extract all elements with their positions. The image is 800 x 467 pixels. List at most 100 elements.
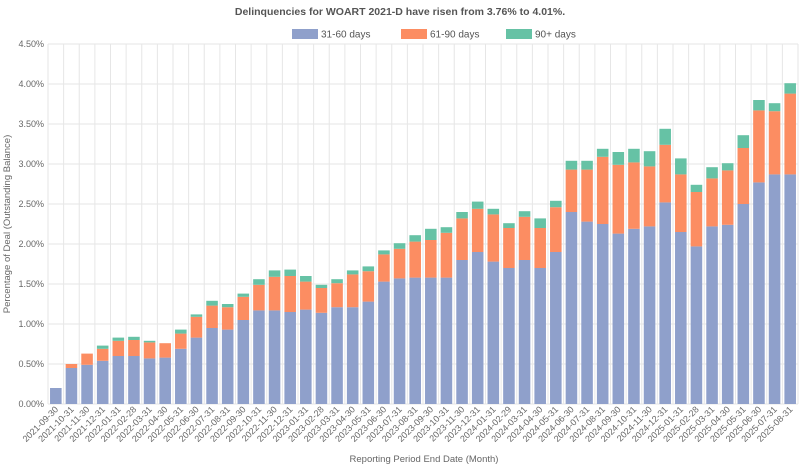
bar-90-days-2024-04-30[interactable] xyxy=(534,218,546,228)
bar-61-90-days-2024-03-31[interactable] xyxy=(518,216,531,260)
bar-31-60-days-2022-11-30[interactable] xyxy=(268,310,281,404)
bar-31-60-days-2025-08-31[interactable] xyxy=(784,174,796,404)
bar-90-days-2022-06-30[interactable] xyxy=(190,314,203,317)
bar-31-60-days-2024-10-31[interactable] xyxy=(628,228,640,404)
bar-90-days-2022-01-31[interactable] xyxy=(112,337,125,341)
bar-90-days-2022-11-30[interactable] xyxy=(268,270,281,277)
bar-61-90-days-2024-06-30[interactable] xyxy=(565,169,578,212)
bar-90-days-2025-05-31[interactable] xyxy=(737,135,750,148)
bar-61-90-days-2023-12-31[interactable] xyxy=(471,208,484,252)
bar-31-60-days-2022-02-28[interactable] xyxy=(128,356,140,404)
bar-61-90-days-2022-02-28[interactable] xyxy=(128,340,140,356)
bar-31-60-days-2023-09-30[interactable] xyxy=(425,277,437,404)
legend-swatch-2[interactable] xyxy=(506,29,532,39)
bar-61-90-days-2023-09-30[interactable] xyxy=(425,240,437,278)
bar-90-days-2023-02-28[interactable] xyxy=(315,284,328,288)
legend-label-1[interactable]: 61-90 days xyxy=(430,30,479,41)
bar-90-days-2022-02-28[interactable] xyxy=(128,336,140,340)
bar-61-90-days-2022-04-30[interactable] xyxy=(159,343,171,358)
bar-31-60-days-2025-04-30[interactable] xyxy=(721,224,734,404)
bar-31-60-days-2024-08-31[interactable] xyxy=(596,224,609,404)
bar-61-90-days-2024-01-31[interactable] xyxy=(487,214,500,262)
bar-31-60-days-2024-12-31[interactable] xyxy=(659,202,671,404)
bar-90-days-2025-01-31[interactable] xyxy=(675,158,687,175)
bar-61-90-days-2022-10-31[interactable] xyxy=(253,284,265,311)
bar-31-60-days-2022-12-31[interactable] xyxy=(284,312,296,404)
bar-61-90-days-2025-05-31[interactable] xyxy=(737,148,750,204)
bar-61-90-days-2024-08-31[interactable] xyxy=(596,156,609,224)
bar-90-days-2022-03-31[interactable] xyxy=(143,340,156,343)
bar-90-days-2024-09-30[interactable] xyxy=(612,152,625,165)
bar-31-60-days-2025-07-31[interactable] xyxy=(768,174,781,404)
bar-31-60-days-2022-03-31[interactable] xyxy=(143,358,156,404)
bar-90-days-2025-02-28[interactable] xyxy=(690,184,703,192)
bar-90-days-2023-06-30[interactable] xyxy=(378,250,390,255)
bar-90-days-2024-07-31[interactable] xyxy=(581,160,593,170)
bar-90-days-2025-04-30[interactable] xyxy=(721,163,734,171)
bar-90-days-2024-11-30[interactable] xyxy=(643,151,656,167)
bar-61-90-days-2022-09-30[interactable] xyxy=(237,296,250,320)
bar-90-days-2023-08-31[interactable] xyxy=(409,235,421,242)
bar-90-days-2023-05-31[interactable] xyxy=(362,266,375,272)
bar-61-90-days-2025-01-31[interactable] xyxy=(675,174,687,232)
bar-90-days-2023-09-30[interactable] xyxy=(425,228,437,240)
bar-61-90-days-2025-04-30[interactable] xyxy=(721,170,734,225)
bar-61-90-days-2022-03-31[interactable] xyxy=(143,342,156,359)
bar-31-60-days-2025-03-31[interactable] xyxy=(706,226,718,404)
bar-31-60-days-2024-03-31[interactable] xyxy=(518,260,531,404)
bar-90-days-2022-08-31[interactable] xyxy=(221,304,234,308)
bar-61-90-days-2024-10-31[interactable] xyxy=(628,162,640,229)
bar-90-days-2024-06-30[interactable] xyxy=(565,160,578,170)
bar-31-60-days-2022-04-30[interactable] xyxy=(159,357,171,404)
bar-31-60-days-2024-05-31[interactable] xyxy=(550,252,562,404)
bar-61-90-days-2023-08-31[interactable] xyxy=(409,241,421,278)
bar-31-60-days-2022-10-31[interactable] xyxy=(253,310,265,404)
bar-31-60-days-2025-02-28[interactable] xyxy=(690,246,703,404)
bar-61-90-days-2022-11-30[interactable] xyxy=(268,276,281,311)
legend-swatch-0[interactable] xyxy=(292,29,318,39)
bar-61-90-days-2021-12-31[interactable] xyxy=(96,348,109,361)
bar-90-days-2023-10-31[interactable] xyxy=(440,227,453,233)
bar-31-60-days-2024-06-30[interactable] xyxy=(565,212,578,404)
bar-90-days-2024-02-29[interactable] xyxy=(503,223,515,228)
bar-31-60-days-2024-02-29[interactable] xyxy=(503,268,515,404)
bar-90-days-2024-08-31[interactable] xyxy=(596,148,609,157)
bar-90-days-2024-05-31[interactable] xyxy=(550,200,562,208)
bar-61-90-days-2023-05-31[interactable] xyxy=(362,271,375,302)
bar-61-90-days-2024-04-30[interactable] xyxy=(534,228,546,268)
bar-61-90-days-2025-03-31[interactable] xyxy=(706,178,718,227)
bar-31-60-days-2023-05-31[interactable] xyxy=(362,301,375,404)
bar-31-60-days-2022-08-31[interactable] xyxy=(221,329,234,404)
bar-61-90-days-2023-06-30[interactable] xyxy=(378,254,390,282)
bar-31-60-days-2022-05-31[interactable] xyxy=(175,348,187,404)
bar-90-days-2023-07-31[interactable] xyxy=(393,243,406,249)
bar-31-60-days-2023-04-30[interactable] xyxy=(346,307,359,404)
bar-90-days-2023-12-31[interactable] xyxy=(471,201,484,209)
bar-31-60-days-2021-12-31[interactable] xyxy=(96,360,109,404)
bar-61-90-days-2023-03-31[interactable] xyxy=(331,283,343,308)
bar-90-days-2024-12-31[interactable] xyxy=(659,128,671,145)
bar-90-days-2024-03-31[interactable] xyxy=(518,211,531,217)
bar-61-90-days-2024-12-31[interactable] xyxy=(659,144,671,203)
bar-90-days-2025-08-31[interactable] xyxy=(784,83,796,94)
bar-61-90-days-2023-10-31[interactable] xyxy=(440,232,453,278)
bar-61-90-days-2022-05-31[interactable] xyxy=(175,333,187,349)
bar-31-60-days-2022-06-30[interactable] xyxy=(190,337,203,404)
bar-90-days-2024-01-31[interactable] xyxy=(487,208,500,215)
bar-31-60-days-2024-11-30[interactable] xyxy=(643,226,656,404)
bar-61-90-days-2021-11-30[interactable] xyxy=(81,353,93,365)
bar-90-days-2023-11-30[interactable] xyxy=(456,212,468,219)
bar-61-90-days-2023-11-30[interactable] xyxy=(456,218,468,260)
bar-31-60-days-2021-11-30[interactable] xyxy=(81,364,93,404)
bar-90-days-2025-03-31[interactable] xyxy=(706,167,718,179)
bar-61-90-days-2024-02-29[interactable] xyxy=(503,228,515,268)
bar-61-90-days-2025-08-31[interactable] xyxy=(784,93,796,175)
bar-31-60-days-2022-01-31[interactable] xyxy=(112,356,125,404)
bar-31-60-days-2024-09-30[interactable] xyxy=(612,233,625,404)
legend-label-2[interactable]: 90+ days xyxy=(535,30,576,41)
bar-31-60-days-2024-01-31[interactable] xyxy=(487,261,500,404)
bar-61-90-days-2023-07-31[interactable] xyxy=(393,248,406,279)
bar-61-90-days-2022-12-31[interactable] xyxy=(284,276,296,312)
legend-label-0[interactable]: 31-60 days xyxy=(321,30,370,41)
legend-swatch-1[interactable] xyxy=(401,29,427,39)
